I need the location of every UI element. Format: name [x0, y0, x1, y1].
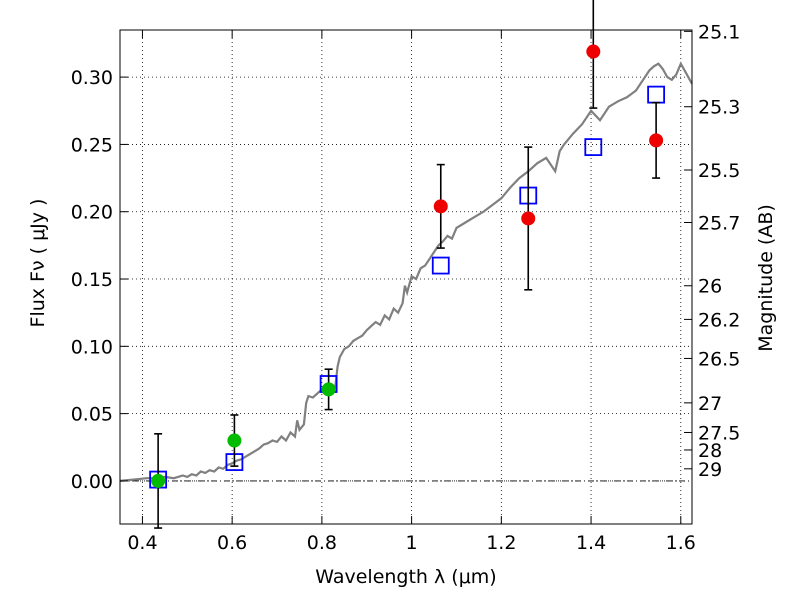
y-tick-label: 0.15 [71, 269, 113, 291]
y-tick-label: 0.00 [71, 471, 113, 493]
x-tick-label: 1.4 [576, 532, 606, 554]
y-tick-label: 0.20 [71, 202, 113, 224]
magnitude-tick-label: 29 [698, 459, 722, 481]
photometry-point [586, 44, 601, 59]
magnitude-tick-label: 27 [698, 393, 722, 415]
series-group [151, 368, 336, 529]
magnitude-tick-label: 25.7 [698, 212, 740, 234]
x-tick-label: 1.6 [666, 532, 696, 554]
magnitude-tick-label: 26 [698, 276, 722, 298]
y-axis-ticks: 0.00 0.05 0.10 0.15 0.20 0.25 0.30 [71, 67, 128, 493]
x-axis-label: Wavelength λ (μm) [315, 566, 496, 588]
y-axis-label: Flux Fν ( μJy ) [27, 199, 49, 328]
magnitude-tick-label: 28 [698, 440, 722, 462]
axes-frame [119, 29, 693, 525]
model-flux-square [431, 256, 450, 275]
plot-area [119, 0, 693, 529]
magnitude-tick-label: 26.2 [698, 309, 740, 331]
magnitude-tick-label: 26.5 [698, 348, 740, 370]
photometry-point [227, 433, 242, 448]
magnitude-axis-label: Magnitude (AB) [755, 204, 777, 352]
photometry-point [433, 199, 448, 214]
y-tick-label: 0.10 [71, 336, 113, 358]
x-tick-label: 1 [406, 532, 418, 554]
magnitude-tick-label: 25.3 [698, 97, 740, 119]
magnitude-tick-label: 25.5 [698, 160, 740, 182]
series-group [119, 61, 693, 482]
y-tick-label: 0.30 [71, 67, 113, 89]
y-tick-label: 0.05 [71, 404, 113, 426]
x-axis-ticks: 0.4 0.6 0.8 1 1.2 1.4 1.6 [127, 30, 696, 554]
magnitude-tick-label: 25.1 [698, 21, 740, 43]
photometry-point [151, 473, 166, 488]
x-tick-label: 0.8 [307, 532, 337, 554]
series-group [433, 0, 664, 291]
photometry-point [521, 211, 536, 226]
photometry-point [321, 382, 336, 397]
y-tick-label: 0.25 [71, 134, 113, 156]
x-tick-label: 1.2 [486, 532, 516, 554]
grid-lines [120, 30, 692, 524]
photometry-point [649, 133, 664, 148]
model-flux-square [584, 138, 603, 157]
model-spectrum-line [119, 61, 693, 482]
x-tick-label: 0.6 [217, 532, 247, 554]
magnitude-tick-label: 27.5 [698, 422, 740, 444]
x-tick-label: 0.4 [127, 532, 157, 554]
